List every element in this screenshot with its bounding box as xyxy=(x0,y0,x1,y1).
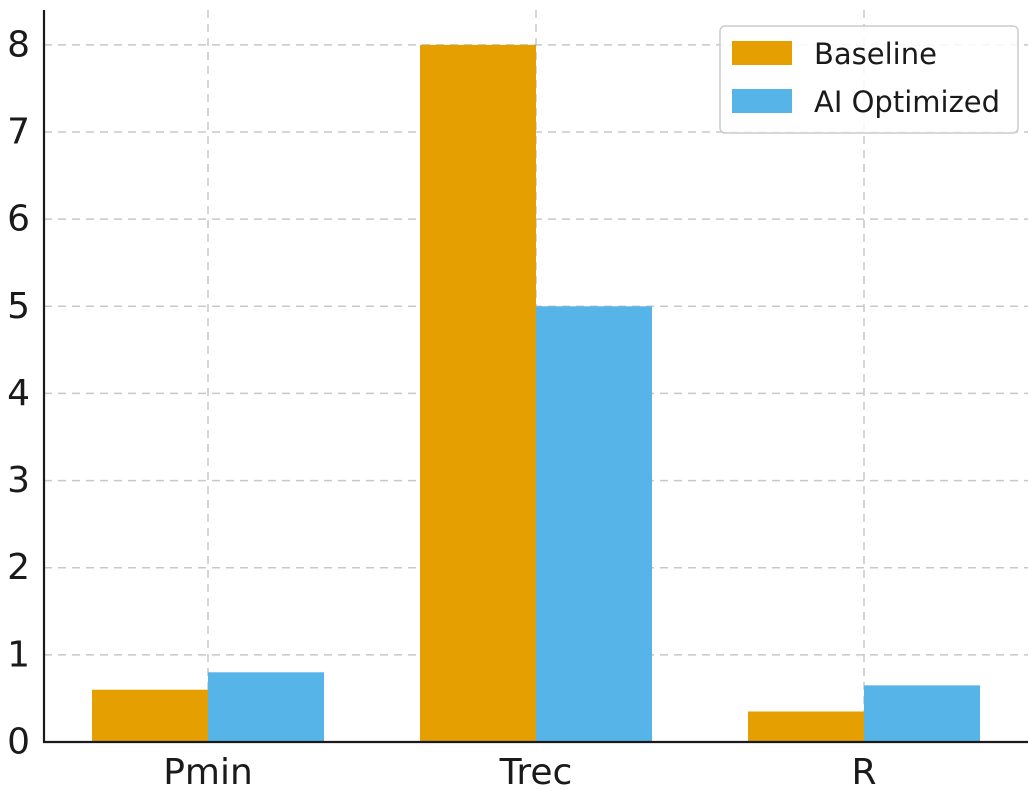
x-tick-label: Pmin xyxy=(163,752,253,789)
y-tick-label: 5 xyxy=(7,286,30,327)
x-tick-label: R xyxy=(851,752,876,789)
bar-ai-optimized-pmin xyxy=(208,672,324,742)
bar-baseline-trec xyxy=(420,44,536,743)
y-tick-label: 7 xyxy=(7,112,30,153)
y-tick-label: 8 xyxy=(7,24,30,65)
y-tick-label: 0 xyxy=(7,722,30,763)
y-tick-labels: 0 1 2 3 4 5 6 7 8 xyxy=(7,24,30,762)
y-tick-label: 2 xyxy=(7,547,30,588)
bars xyxy=(92,44,980,743)
legend-box xyxy=(719,25,1019,134)
bar-ai-optimized-r xyxy=(864,685,980,742)
legend-swatch-baseline xyxy=(732,41,792,65)
legend: Baseline AI Optimized xyxy=(719,25,1019,134)
x-tick-labels: Pmin Trec R xyxy=(163,752,876,789)
legend-label-ai-optimized: AI Optimized xyxy=(814,85,1000,119)
y-tick-label: 6 xyxy=(7,199,30,240)
y-tick-label: 1 xyxy=(7,634,30,675)
legend-label-baseline: Baseline xyxy=(814,37,937,71)
bar-baseline-r xyxy=(748,711,864,742)
bar-baseline-pmin xyxy=(92,689,208,742)
y-tick-label: 3 xyxy=(7,460,30,501)
legend-swatch-ai-optimized xyxy=(732,89,792,113)
bar-ai-optimized-trec xyxy=(536,306,652,742)
x-tick-label: Trec xyxy=(499,752,573,789)
y-tick-label: 4 xyxy=(7,373,30,414)
axes xyxy=(42,10,1028,744)
